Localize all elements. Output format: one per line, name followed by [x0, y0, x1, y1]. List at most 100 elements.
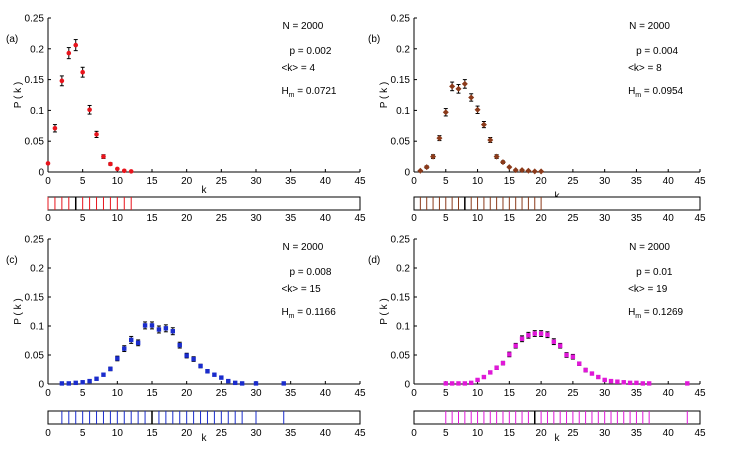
x-tick-label: 30: [599, 176, 611, 187]
data-point: [564, 352, 569, 358]
strip-tick-label: 25: [216, 213, 228, 224]
data-point: [538, 331, 544, 336]
data-point: [233, 380, 238, 386]
data-point: [94, 132, 99, 137]
strip-tick-label: 0: [411, 428, 417, 439]
data-point: [525, 167, 532, 174]
y-axis-title: P ( k ): [379, 82, 390, 108]
annotation-hm-subscript: m: [289, 92, 295, 99]
y-tick-label: 0.15: [25, 293, 45, 304]
y-tick-label: 0.15: [25, 75, 45, 86]
x-tick-label: 35: [631, 388, 643, 399]
y-tick-label: 0: [404, 380, 410, 391]
x-tick-label: 15: [504, 176, 516, 187]
x-tick-label: 0: [411, 388, 417, 399]
data-point: [66, 381, 71, 386]
data-point: [449, 381, 455, 386]
x-tick-label: 35: [631, 176, 643, 187]
x-tick-label: 5: [80, 388, 86, 399]
data-point: [449, 83, 456, 90]
x-tick-label: 25: [216, 388, 228, 399]
x-tick-label: 45: [694, 176, 706, 187]
data-point: [430, 153, 437, 160]
panel-2: (b) 0 0.05 0.1 0.15 0.2 0.25 0 5 10 15 20 25 30 35 40 45…: [368, 14, 706, 225]
y-tick-label: 0.1: [30, 106, 44, 117]
strip-tick-label: 10: [112, 213, 124, 224]
data-point: [205, 369, 210, 374]
data-point: [281, 381, 286, 386]
panel-label: (d): [368, 255, 380, 266]
data-point: [80, 69, 85, 75]
x-tick-label: 45: [694, 388, 706, 399]
x-tick-label: 15: [504, 388, 516, 399]
strip-tick-label: 10: [472, 428, 484, 439]
y-tick-label: 0.25: [391, 14, 411, 25]
y-tick-label: 0.2: [396, 264, 410, 275]
strip-tick-label: 30: [599, 428, 611, 439]
annotation-mean-k: <k> = 15: [281, 284, 321, 295]
x-tick-label: 15: [146, 388, 158, 399]
data-point: [461, 80, 468, 87]
data-point: [80, 380, 85, 385]
data-point: [627, 380, 633, 386]
degree-strip: 0 5 10 15 20 25 30 35 40 45: [411, 196, 706, 224]
data-point: [474, 106, 481, 113]
x-tick-label: 45: [354, 388, 366, 399]
panel-3: (c) 0 0.05 0.1 0.15 0.2 0.25 0 5 10 15 20 25 30 35 40 45…: [6, 235, 366, 445]
x-axis-title: k: [202, 433, 208, 444]
strip-tick-label: 15: [146, 428, 158, 439]
data-point: [557, 343, 563, 348]
data-point: [481, 374, 487, 380]
strip-box: [413, 196, 701, 211]
annotation-hm-value: = 0.0954: [641, 86, 683, 97]
x-axis-title: k: [202, 185, 208, 196]
y-tick-label: 0.2: [30, 44, 44, 55]
annotation-hm-symbol: H: [281, 307, 288, 318]
x-tick-label: 10: [472, 388, 484, 399]
data-point: [177, 342, 182, 348]
y-tick-label: 0.25: [25, 14, 45, 25]
strip-tick-label: 20: [181, 213, 193, 224]
x-tick-label: 10: [112, 388, 124, 399]
x-tick-label: 35: [285, 388, 297, 399]
data-point: [156, 327, 162, 332]
x-tick-label: 5: [443, 176, 449, 187]
strip-tick-label: 45: [354, 428, 366, 439]
data-point: [469, 380, 474, 386]
x-tick-label: 40: [663, 388, 675, 399]
data-point: [507, 352, 512, 357]
data-point: [239, 381, 245, 386]
data-point: [149, 323, 155, 328]
data-point: [480, 121, 487, 128]
data-point: [493, 153, 500, 160]
strip-tick-label: 5: [80, 428, 86, 439]
x-tick-label: 25: [567, 388, 579, 399]
x-tick-label: 35: [285, 176, 297, 187]
data-point: [52, 125, 58, 131]
x-tick-label: 20: [536, 388, 548, 399]
data-point: [455, 85, 462, 92]
data-point: [219, 375, 224, 380]
data-point: [212, 372, 217, 377]
data-point: [226, 378, 231, 384]
y-tick-label: 0.1: [396, 322, 410, 333]
data-point: [115, 166, 120, 172]
annotation-hm-subscript: m: [635, 92, 641, 99]
annotation-hm: Hm = 0.0954: [628, 86, 683, 99]
data-point: [462, 381, 468, 386]
strip-tick-label: 40: [320, 428, 332, 439]
annotation-hm-value: = 0.1269: [641, 307, 683, 318]
y-axis-title: P ( k ): [13, 82, 24, 108]
y-tick-label: 0: [38, 380, 44, 391]
data-point: [513, 343, 518, 348]
strip-tick-label: 40: [663, 428, 675, 439]
strip-tick-label: 35: [285, 213, 297, 224]
data-point: [442, 109, 449, 116]
annotation-p: p = 0.008: [289, 267, 331, 278]
data-point: [135, 340, 141, 346]
x-tick-label: 10: [472, 176, 484, 187]
x-tick-label: 30: [599, 388, 611, 399]
data-point: [685, 381, 690, 386]
x-tick-label: 30: [250, 176, 262, 187]
data-point: [122, 346, 127, 351]
